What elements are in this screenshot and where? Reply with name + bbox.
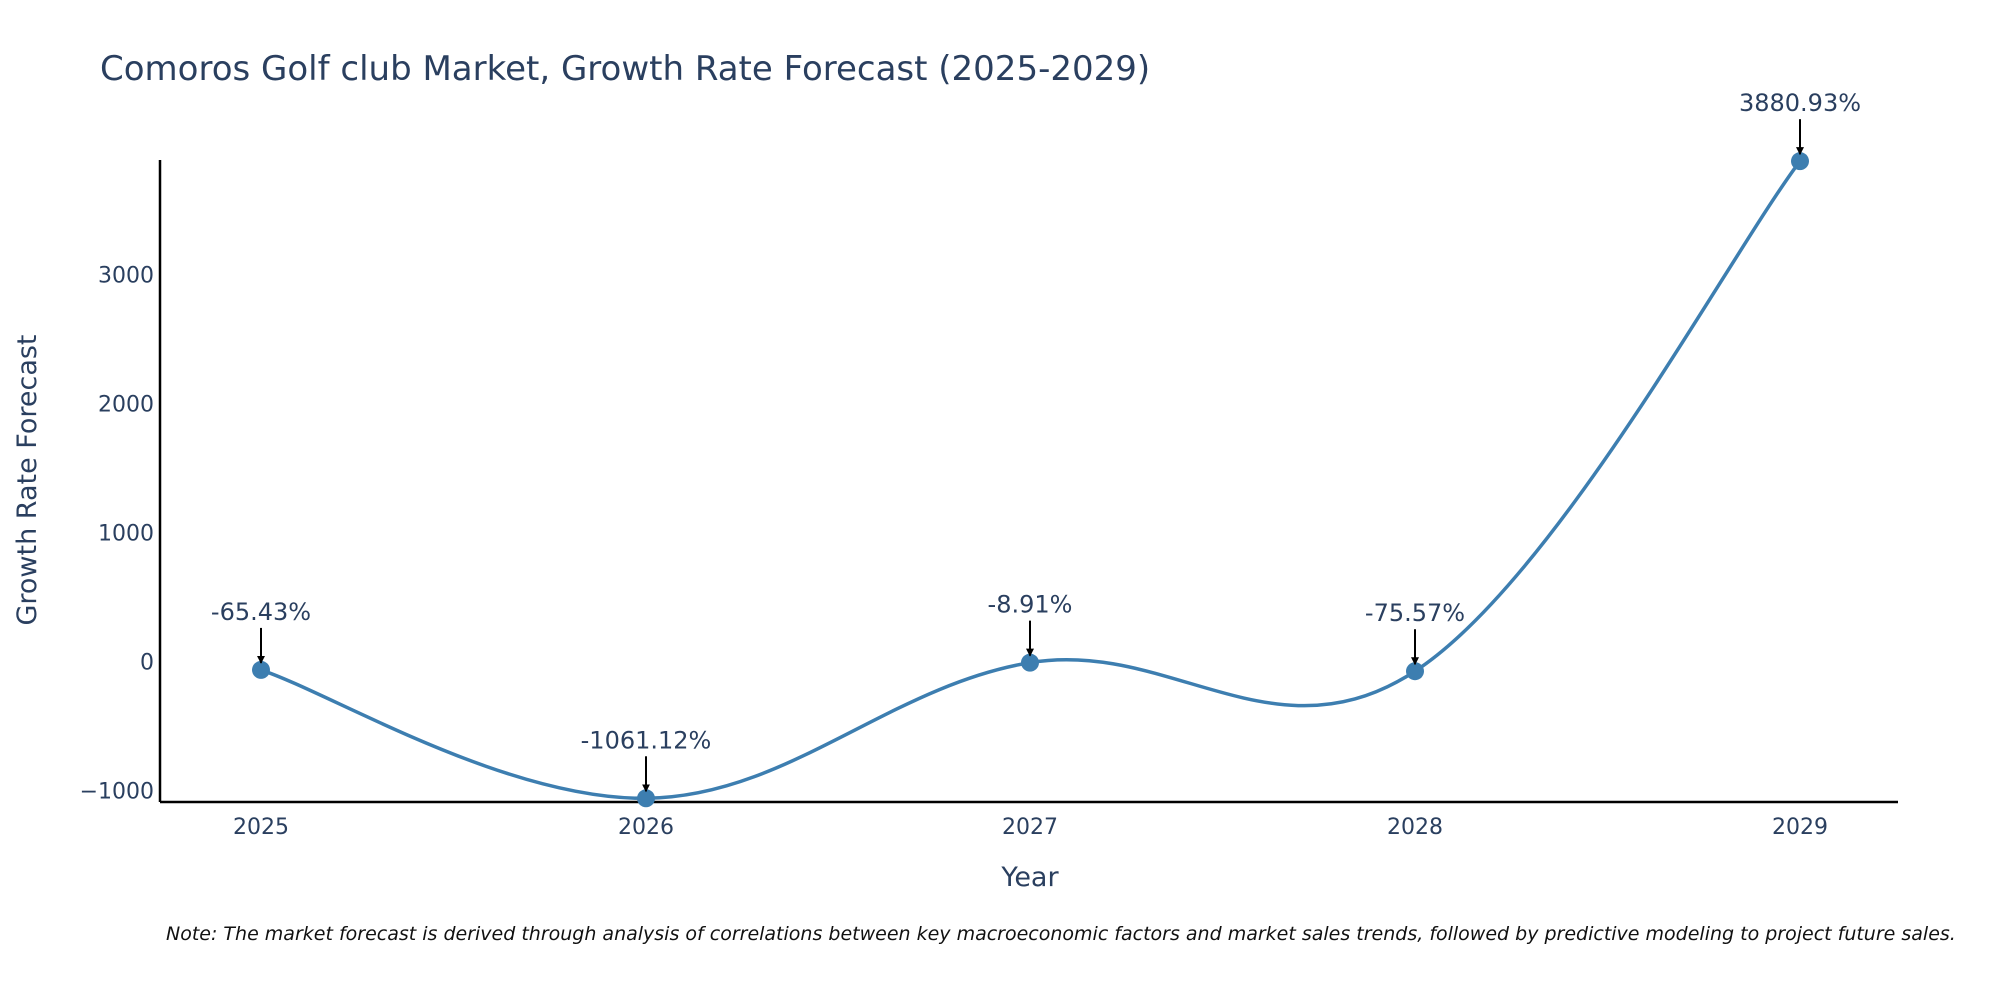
y-tick-label: 2000 bbox=[98, 393, 154, 418]
data-point bbox=[1021, 653, 1039, 672]
y-tick-label: 0 bbox=[140, 650, 154, 675]
series-line bbox=[260, 160, 1802, 801]
plot-area: −1000 0 1000 2000 3000 2025 2026 2027 2028 2029 -6… bbox=[80, 89, 1898, 840]
data-label: -75.57% bbox=[1365, 599, 1465, 627]
x-axis-title: Year bbox=[1000, 862, 1059, 893]
data-label: -8.91% bbox=[988, 591, 1073, 619]
data-point bbox=[1406, 662, 1424, 681]
x-tick-label: 2028 bbox=[1387, 815, 1443, 840]
y-axis-title: Growth Rate Forecast bbox=[12, 334, 43, 625]
footnote: Note: The market forecast is derived thr… bbox=[166, 923, 1956, 945]
y-tick-label: 1000 bbox=[98, 522, 154, 547]
data-label: -65.43% bbox=[211, 598, 311, 626]
y-tick-label: 3000 bbox=[98, 264, 154, 289]
data-label: 3880.93% bbox=[1739, 89, 1861, 117]
data-point bbox=[252, 660, 270, 679]
data-point bbox=[1791, 152, 1809, 171]
chart-title: Comoros Golf club Market, Growth Rate Fo… bbox=[100, 49, 1150, 89]
x-tick-label: 2026 bbox=[618, 815, 674, 840]
x-tick-label: 2027 bbox=[1002, 815, 1058, 840]
x-tick-label: 2025 bbox=[233, 815, 289, 840]
data-label: -1061.12% bbox=[581, 726, 712, 754]
data-point bbox=[637, 789, 655, 808]
y-tick-label: −1000 bbox=[80, 779, 154, 804]
x-tick-label: 2029 bbox=[1772, 815, 1828, 840]
